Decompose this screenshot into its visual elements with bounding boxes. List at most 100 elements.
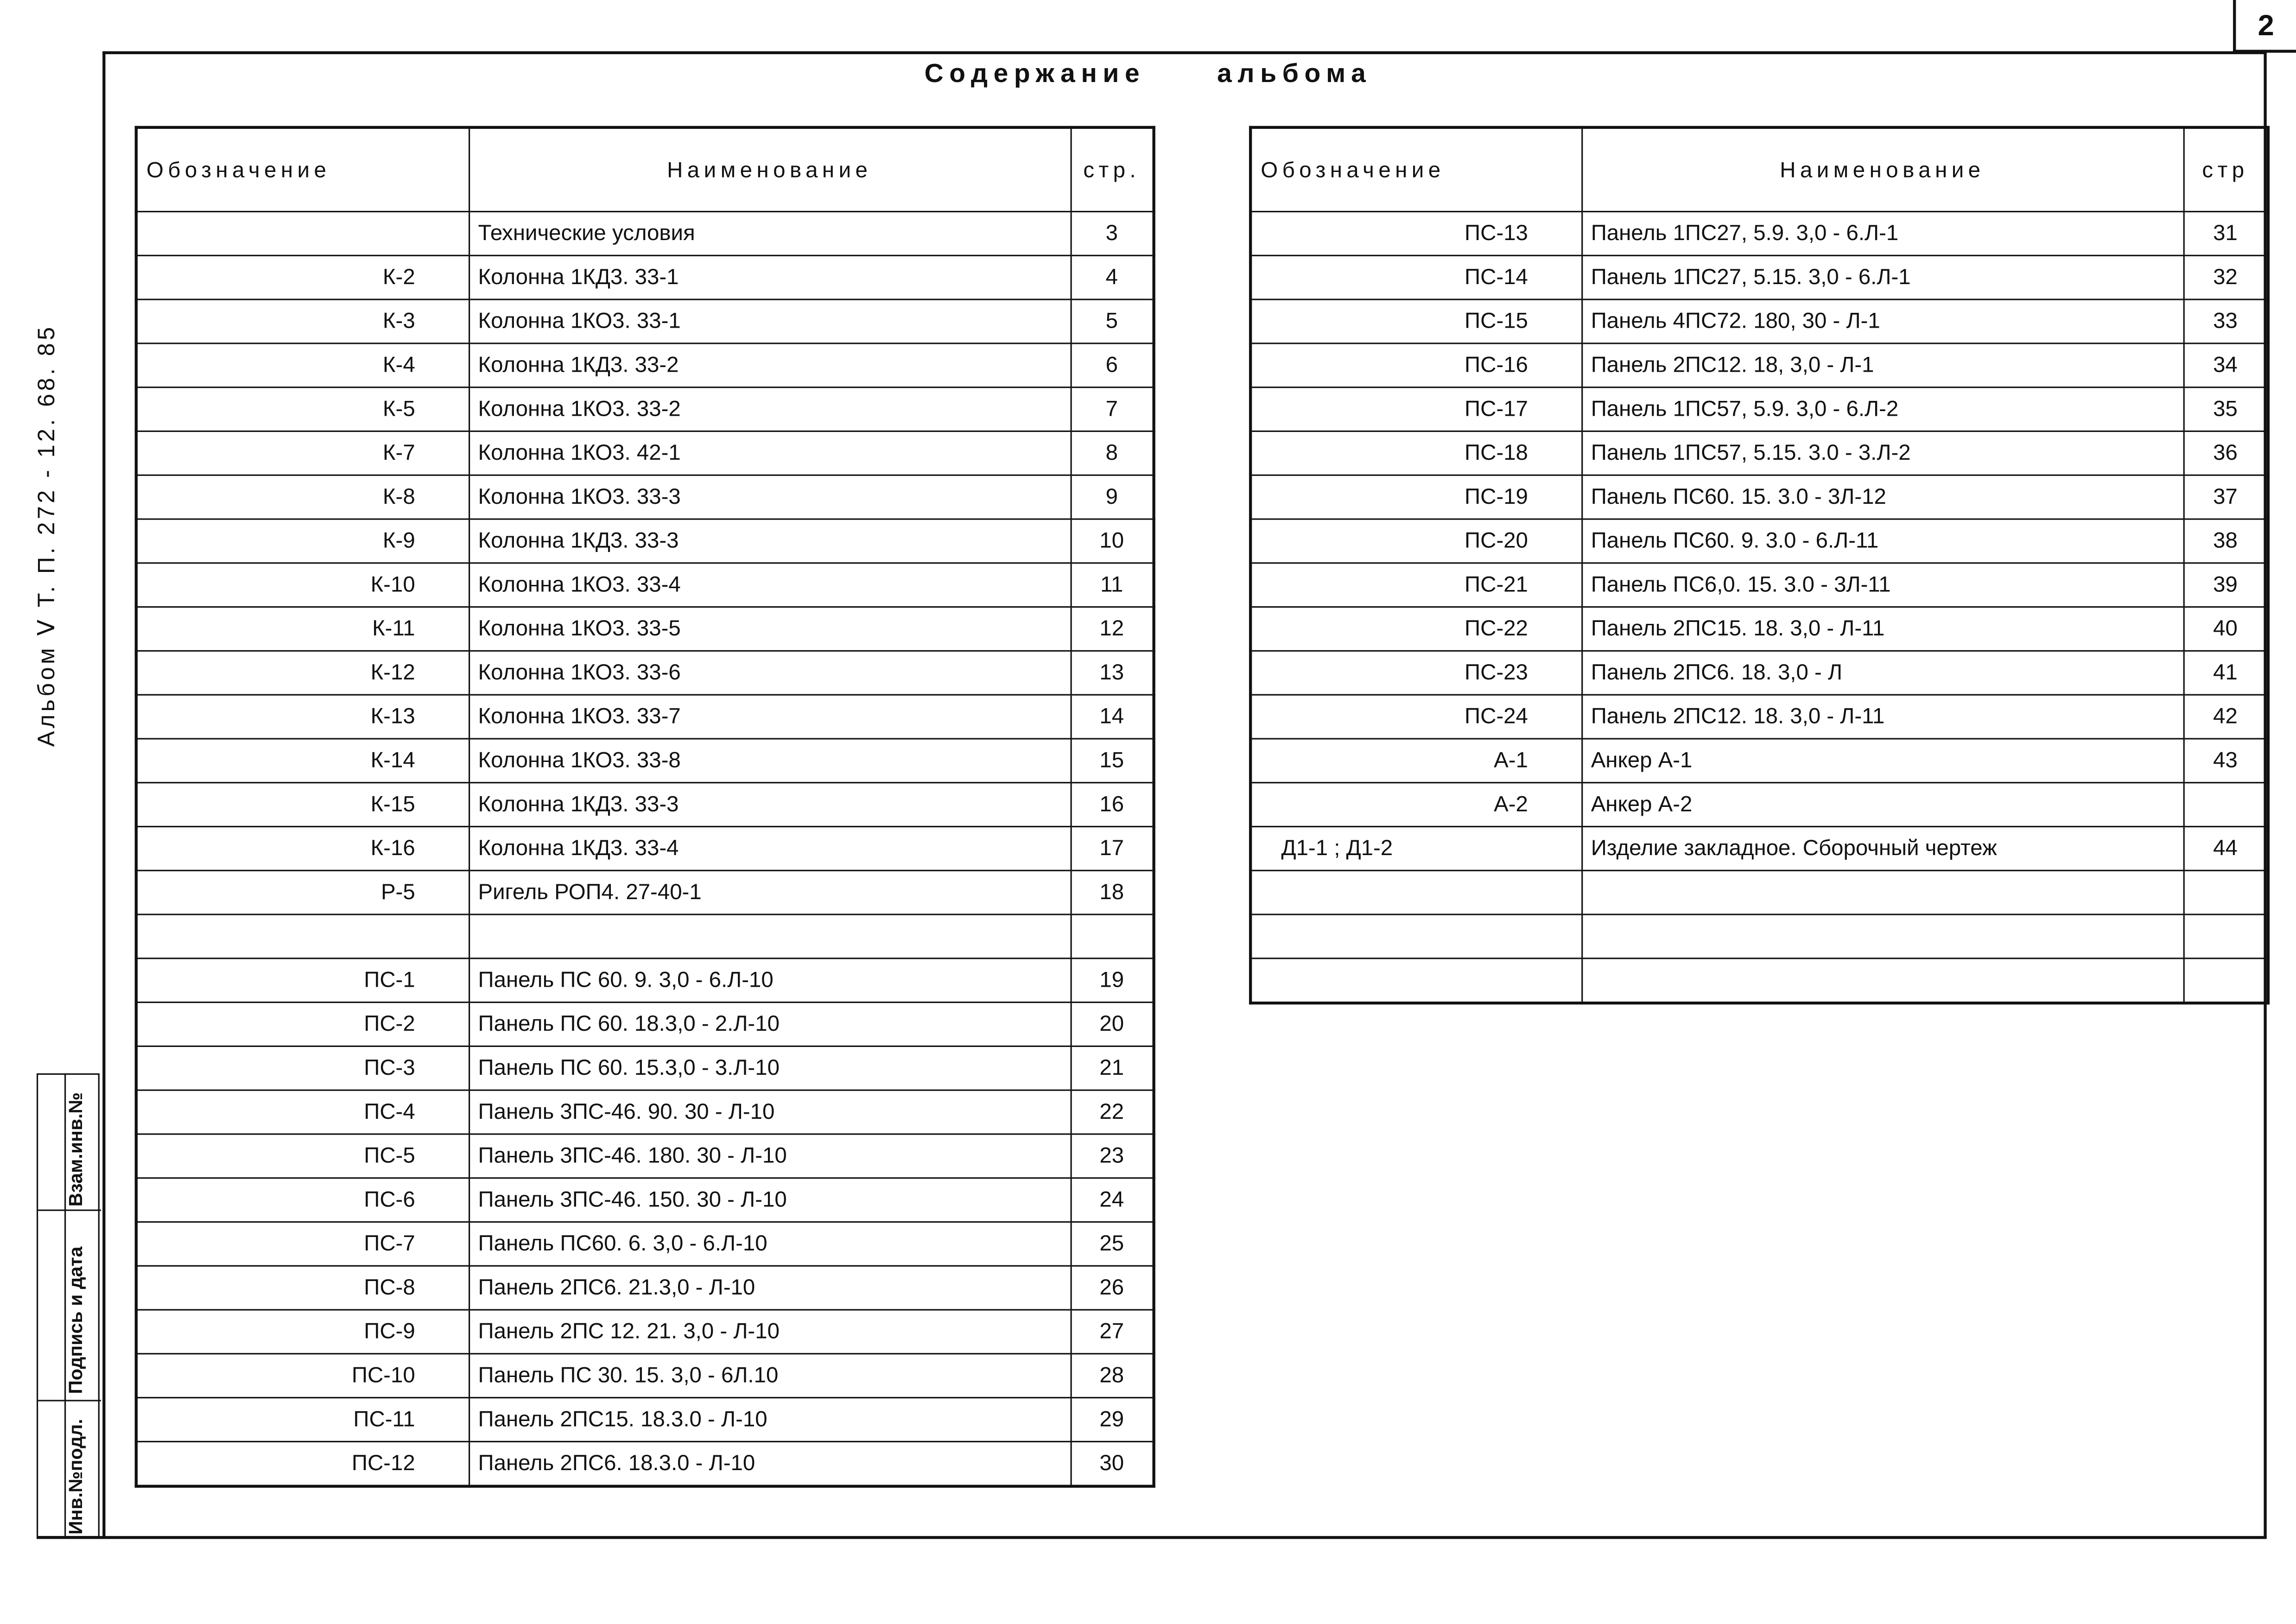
table-row: ПС-12 Панель 2ПС6. 18.3.0 - Л-10 30: [135, 1440, 1155, 1487]
header-code: Обозначение: [135, 127, 469, 213]
cell-code: ПС-22: [1249, 606, 1582, 652]
cell-name: Колонна 1КД3. 33-4: [468, 825, 1072, 871]
cell-name: Колонна 1КО3. 33-8: [468, 738, 1072, 784]
cell-page: 23: [1069, 1133, 1155, 1179]
cell-page: 21: [1069, 1045, 1155, 1091]
cell-page: 34: [2182, 343, 2269, 388]
cell-name: [468, 914, 1072, 959]
cell-page: 35: [2182, 387, 2269, 432]
table-row: ПС-16 Панель 2ПС12. 18, 3,0 - Л-1 34: [1249, 343, 2269, 388]
cell-page: 18: [1069, 869, 1155, 915]
cell-page: 9: [1069, 474, 1155, 520]
cell-name: Колонна 1КД3. 33-2: [468, 343, 1072, 388]
cell-name: Панель 2ПС6. 18.3.0 - Л-10: [468, 1440, 1072, 1487]
table-row: К-5 Колонна 1КО3. 33-2 7: [135, 387, 1155, 432]
contents-table-left: Обозначение Наименование стр. Технически…: [134, 126, 1155, 1488]
cell-name: Колонна 1КО3. 33-1: [468, 298, 1072, 344]
cell-code: К-14: [135, 738, 469, 784]
cell-code: К-13: [135, 694, 469, 740]
cell-page: 15: [1069, 738, 1155, 784]
cell-page: 29: [1069, 1397, 1155, 1443]
cell-name: Анкер А-2: [1580, 782, 2184, 828]
table-row: К-3 Колонна 1КО3. 33-1 5: [135, 298, 1155, 344]
table-row: К-8 Колонна 1КО3. 33-3 9: [135, 474, 1155, 520]
cell-page: 25: [1069, 1221, 1155, 1267]
cell-name: Панель 2ПС12. 18, 3,0 - Л-1: [1580, 343, 2184, 388]
cell-code: [135, 210, 469, 256]
table-row: ПС-7 Панель ПС60. 6. 3,0 - 6.Л-10 25: [135, 1221, 1155, 1267]
cell-code: ПС-12: [135, 1440, 469, 1487]
table-row: К-15 Колонна 1КД3. 33-3 16: [135, 782, 1155, 828]
cell-page: 14: [1069, 694, 1155, 740]
cell-name: Панель ПС60. 9. 3.0 - 6.Л-11: [1580, 518, 2184, 564]
table-row: ПС-6 Панель 3ПС-46. 150. 30 - Л-10 24: [135, 1177, 1155, 1223]
cell-code: ПС-7: [135, 1221, 469, 1267]
cell-code: ПС-19: [1249, 474, 1582, 520]
cell-name: [1580, 914, 2184, 959]
cell-name: Панель 2ПС15. 18. 3,0 - Л-11: [1580, 606, 2184, 652]
table-row: ПС-1 Панель ПС 60. 9. 3,0 - 6.Л-10 19: [135, 958, 1155, 1003]
cell-code: [1249, 869, 1582, 915]
cell-page: 43: [2182, 738, 2269, 784]
cell-page: 41: [2182, 650, 2269, 696]
cell-page: 39: [2182, 562, 2269, 608]
table-row: [135, 914, 1155, 959]
cell-page: 38: [2182, 518, 2269, 564]
table-row: ПС-13 Панель 1ПС27, 5.9. 3,0 - 6.Л-1 31: [1249, 210, 2269, 256]
cell-name: Панель 1ПС57, 5.15. 3.0 - 3.Л-2: [1580, 430, 2184, 476]
table-row: Д1-1 ; Д1-2 Изделие закладное. Сборочный …: [1249, 825, 2269, 871]
cell-code: ПС-14: [1249, 254, 1582, 300]
cell-code: [1249, 958, 1582, 1004]
table-row: ПС-21 Панель ПС6,0. 15. 3.0 - 3Л-11 39: [1249, 562, 2269, 608]
cell-page: 10: [1069, 518, 1155, 564]
stamp-vzam-inv: Взам.инв.№: [64, 1092, 87, 1207]
header-code: Обозначение: [1249, 127, 1582, 213]
cell-code: ПС-8: [135, 1265, 469, 1311]
table-row: ПС-10 Панель ПС 30. 15. 3,0 - 6Л.10 28: [135, 1353, 1155, 1399]
cell-code: К-2: [135, 254, 469, 300]
cell-page: 16: [1069, 782, 1155, 828]
table-row: А-2 Анкер А-2: [1249, 782, 2269, 828]
cell-code: [135, 914, 469, 959]
cell-code: К-7: [135, 430, 469, 476]
cell-name: Панель 3ПС-46. 90. 30 - Л-10: [468, 1089, 1072, 1135]
cell-code: [1249, 914, 1582, 959]
cell-name: Колонна 1КО3. 33-6: [468, 650, 1072, 696]
cell-code: ПС-23: [1249, 650, 1582, 696]
table-row: ПС-15 Панель 4ПС72. 180, 30 - Л-1 33: [1249, 298, 2269, 344]
cell-code: К-11: [135, 606, 469, 652]
table-row: ПС-5 Панель 3ПС-46. 180. 30 - Л-10 23: [135, 1133, 1155, 1179]
cell-code: ПС-2: [135, 1002, 469, 1047]
table-row: ПС-8 Панель 2ПС6. 21.3,0 - Л-10 26: [135, 1265, 1155, 1311]
cell-page: 4: [1069, 254, 1155, 300]
cell-page: 11: [1069, 562, 1155, 608]
cell-code: К-5: [135, 387, 469, 432]
table-row: К-9 Колонна 1КД3. 33-3 10: [135, 518, 1155, 564]
cell-name: Панель 2ПС12. 18. 3,0 - Л-11: [1580, 694, 2184, 740]
cell-name: Колонна 1КО3. 42-1: [468, 430, 1072, 476]
cell-code: Р-5: [135, 869, 469, 915]
cell-page: [2182, 914, 2269, 959]
table-row: ПС-2 Панель ПС 60. 18.3,0 - 2.Л-10 20: [135, 1002, 1155, 1047]
cell-code: Д1-1 ; Д1-2: [1249, 825, 1582, 871]
cell-code: К-4: [135, 343, 469, 388]
cell-name: [1580, 958, 2184, 1004]
cell-page: 32: [2182, 254, 2269, 300]
cell-code: ПС-10: [135, 1353, 469, 1399]
stamp-divider: [38, 1209, 101, 1211]
cell-name: Панель 1ПС27, 5.15. 3,0 - 6.Л-1: [1580, 254, 2184, 300]
cell-name: Панель ПС 30. 15. 3,0 - 6Л.10: [468, 1353, 1072, 1399]
cell-page: [2182, 782, 2269, 828]
cell-name: Панель ПС 60. 15.3,0 - 3.Л-10: [468, 1045, 1072, 1091]
cell-name: Панель ПС60. 15. 3.0 - 3Л-12: [1580, 474, 2184, 520]
cell-code: К-15: [135, 782, 469, 828]
cell-name: Панель 2ПС6. 21.3,0 - Л-10: [468, 1265, 1072, 1311]
table-row: ПС-19 Панель ПС60. 15. 3.0 - 3Л-12 37: [1249, 474, 2269, 520]
approval-stamp: Инв.№подл. Подпись и дата Взам.инв.№: [36, 1073, 101, 1538]
cell-code: ПС-24: [1249, 694, 1582, 740]
cell-name: Ригель РОП4. 27-40-1: [468, 869, 1072, 915]
cell-page: 6: [1069, 343, 1155, 388]
cell-code: ПС-13: [1249, 210, 1582, 256]
cell-name: Панель ПС6,0. 15. 3.0 - 3Л-11: [1580, 562, 2184, 608]
